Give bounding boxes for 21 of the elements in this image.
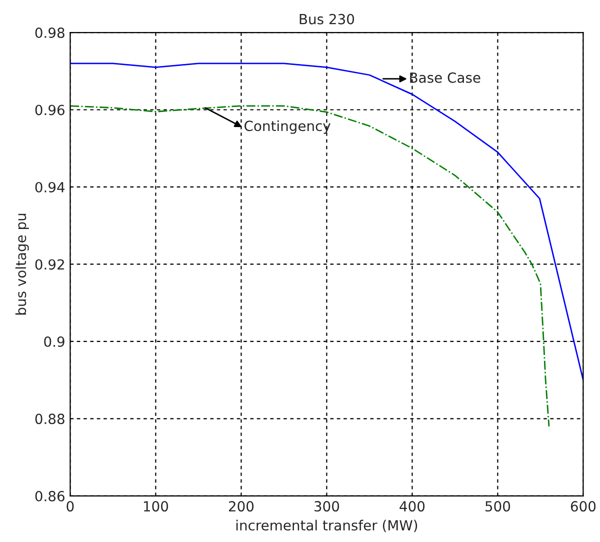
y-tick-label: 0.98 <box>35 27 64 38</box>
x-tick-label: 400 <box>400 501 425 512</box>
x-tick-label: 200 <box>228 501 254 512</box>
annotation: Contingency <box>244 120 330 134</box>
y-tick-label: 0.92 <box>35 259 64 270</box>
y-axis-title: bus voltage pu <box>15 214 29 315</box>
chart-title: Bus 230 <box>300 14 354 24</box>
y-tick-label: 0.88 <box>35 414 64 424</box>
x-tick-label: 0 <box>66 501 74 512</box>
x-tick-label: 300 <box>314 501 340 512</box>
line-series <box>70 62 584 381</box>
x-tick-label: 500 <box>486 501 510 512</box>
y-tick-label: 0.9 <box>44 336 64 347</box>
x-tick-label: 600 <box>570 501 596 512</box>
x-tick-label: 100 <box>144 501 168 512</box>
x-axis-title: incremental transfer (MW) <box>236 520 418 532</box>
y-tick-label: 0.86 <box>35 490 64 502</box>
y-tick-label: 0.96 <box>35 104 64 116</box>
annotation: Base Case <box>410 72 480 83</box>
line-series <box>70 105 550 428</box>
y-tick-label: 0.94 <box>35 182 65 192</box>
